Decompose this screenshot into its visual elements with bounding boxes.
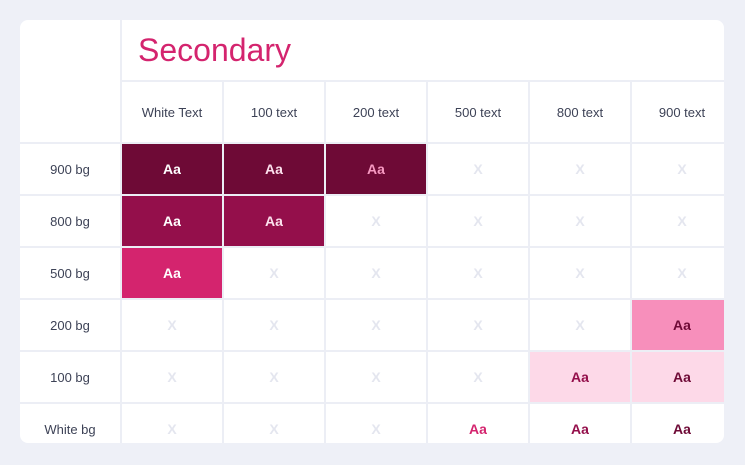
fail-mark: X	[326, 248, 426, 298]
column-header-900-text: 900 text	[632, 82, 724, 142]
fail-mark: X	[326, 352, 426, 402]
fail-mark: X	[530, 300, 630, 350]
fail-mark: X	[326, 196, 426, 246]
fail-mark: X	[224, 300, 324, 350]
fail-mark: X	[122, 404, 222, 443]
page-title: Secondary	[122, 20, 724, 80]
contrast-card: Secondary White Text 100 text 200 text 500 …	[20, 20, 724, 443]
row-header-800-bg: 800 bg	[20, 196, 120, 246]
fail-mark: X	[224, 352, 324, 402]
fail-mark: X	[224, 404, 324, 443]
fail-mark: X	[122, 352, 222, 402]
column-header-100-text: 100 text	[224, 82, 324, 142]
fail-mark: X	[326, 300, 426, 350]
row-header-white-bg: White bg	[20, 404, 120, 443]
fail-mark: X	[428, 196, 528, 246]
fail-mark: X	[326, 404, 426, 443]
contrast-sample: Aa	[632, 404, 724, 443]
contrast-sample: Aa	[632, 352, 724, 402]
column-header-white-text: White Text	[122, 82, 222, 142]
contrast-sample: Aa	[122, 144, 222, 194]
fail-mark: X	[530, 248, 630, 298]
column-header-500-text: 500 text	[428, 82, 528, 142]
fail-mark: X	[530, 144, 630, 194]
contrast-sample: Aa	[632, 300, 724, 350]
column-header-800-text: 800 text	[530, 82, 630, 142]
fail-mark: X	[530, 196, 630, 246]
contrast-grid: Secondary White Text 100 text 200 text 500 …	[20, 20, 724, 443]
row-header-500-bg: 500 bg	[20, 248, 120, 298]
row-header-900-bg: 900 bg	[20, 144, 120, 194]
corner-cell	[20, 20, 120, 142]
contrast-sample: Aa	[224, 144, 324, 194]
contrast-sample: Aa	[530, 404, 630, 443]
row-header-200-bg: 200 bg	[20, 300, 120, 350]
fail-mark: X	[428, 248, 528, 298]
fail-mark: X	[428, 144, 528, 194]
fail-mark: X	[224, 248, 324, 298]
fail-mark: X	[632, 248, 724, 298]
fail-mark: X	[632, 196, 724, 246]
fail-mark: X	[428, 352, 528, 402]
fail-mark: X	[428, 300, 528, 350]
contrast-sample: Aa	[122, 196, 222, 246]
contrast-sample: Aa	[326, 144, 426, 194]
contrast-sample: Aa	[530, 352, 630, 402]
column-header-200-text: 200 text	[326, 82, 426, 142]
contrast-sample: Aa	[428, 404, 528, 443]
contrast-sample: Aa	[122, 248, 222, 298]
fail-mark: X	[122, 300, 222, 350]
row-header-100-bg: 100 bg	[20, 352, 120, 402]
fail-mark: X	[632, 144, 724, 194]
contrast-sample: Aa	[224, 196, 324, 246]
